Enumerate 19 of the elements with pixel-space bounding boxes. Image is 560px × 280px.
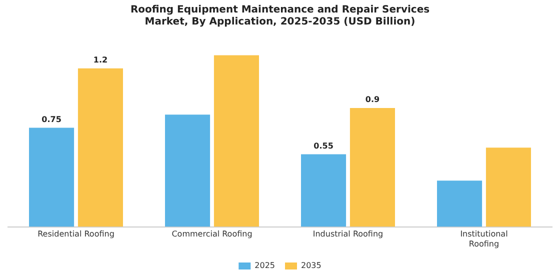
bar <box>350 108 395 227</box>
bar <box>165 114 210 227</box>
x-tick-label: Institutional Roofing <box>460 230 508 248</box>
x-tick-label: Commercial Roofing <box>172 230 252 239</box>
data-label: 0.9 <box>365 95 380 104</box>
bar <box>486 148 531 227</box>
bar <box>78 68 123 227</box>
legend-label: 2035 <box>301 261 322 270</box>
data-label: 1.2 <box>93 55 108 64</box>
data-label: 0.75 <box>42 114 62 124</box>
bar <box>437 180 482 227</box>
x-tick-label: Industrial Roofing <box>312 230 384 239</box>
x-tick-label: Residential Roofing <box>38 230 114 239</box>
bar <box>301 154 346 227</box>
bar <box>214 55 259 227</box>
bar <box>29 128 74 227</box>
legend-label: 2025 <box>254 261 275 270</box>
data-label: 0.55 <box>314 141 334 150</box>
chart-title: Roofing Equipment Maintenance and Repair Services Market, By Application, 2025-2035 (USD Billion) <box>130 4 430 28</box>
